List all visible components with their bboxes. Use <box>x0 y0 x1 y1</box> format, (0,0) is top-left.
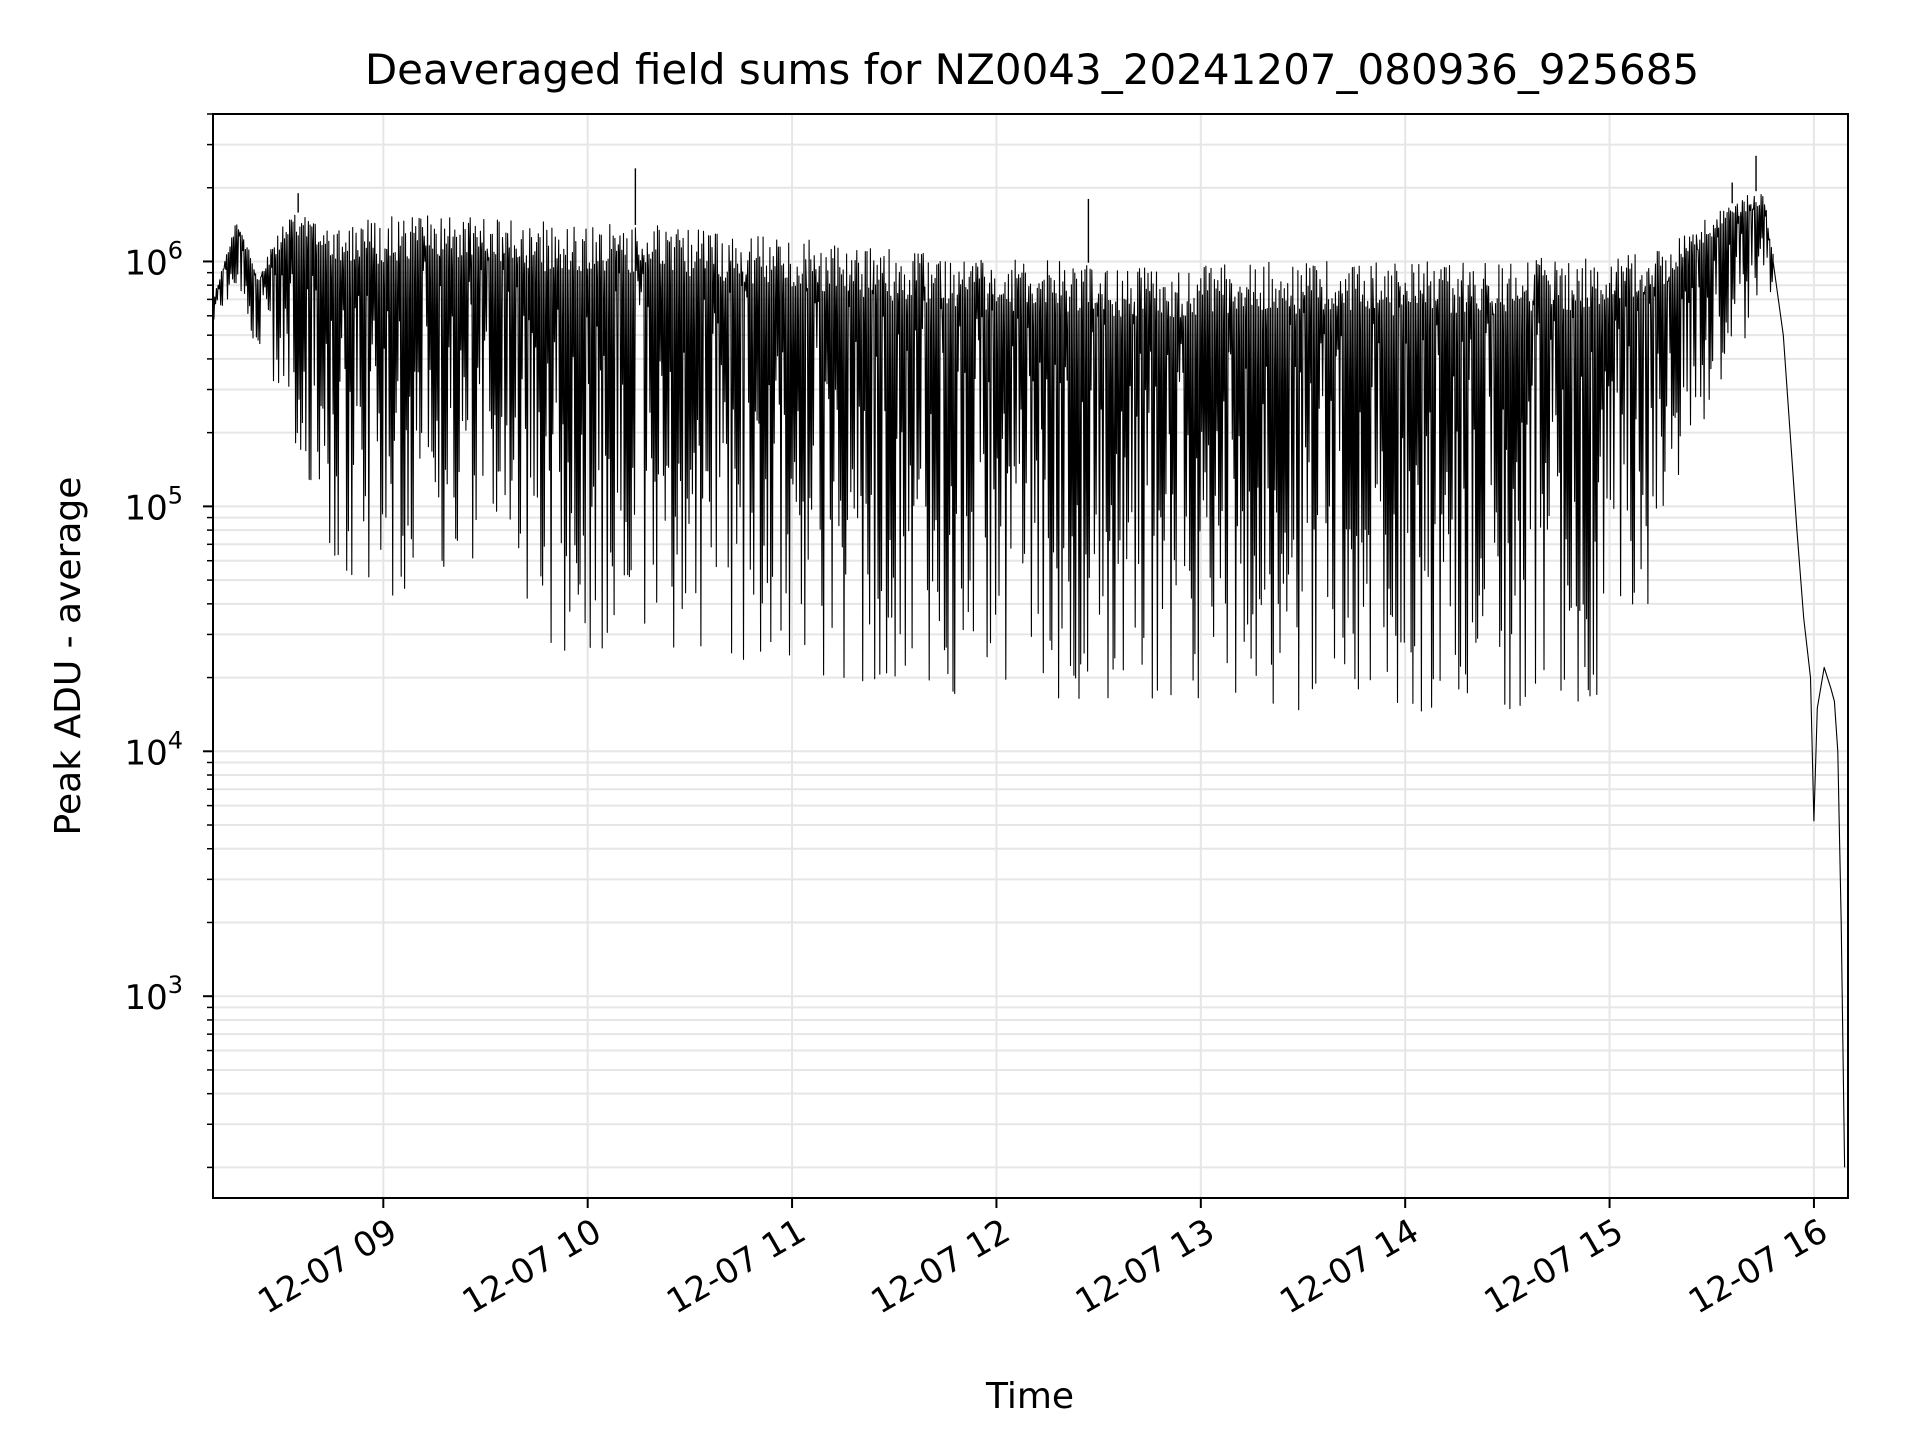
chart-title: Deaveraged field sums for NZ0043_2024120… <box>365 45 1699 94</box>
plot-frame <box>212 113 1849 1199</box>
y-tick-label: 106 <box>124 236 183 283</box>
x-axis-label: Time <box>985 1376 1074 1417</box>
y-tick-label: 104 <box>124 726 183 773</box>
y-axis-label: Peak ADU - average <box>48 477 89 836</box>
series-line <box>212 194 1846 1168</box>
y-axis: 103 104 105 106 <box>124 113 213 1169</box>
series-group <box>212 155 1846 1168</box>
y-tick-label: 103 <box>124 971 183 1018</box>
y-tick-label: 105 <box>124 481 183 528</box>
